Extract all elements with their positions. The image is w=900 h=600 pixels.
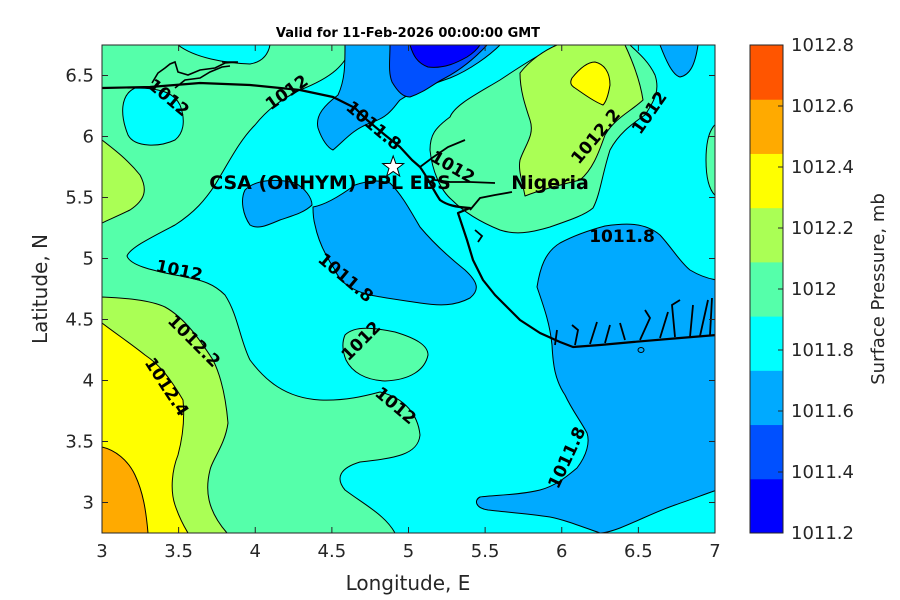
fill-1012-center	[342, 327, 429, 382]
colorbar-swatch	[750, 370, 783, 426]
x-tick-label: 5.5	[471, 541, 500, 562]
y-tick-label: 6	[83, 127, 94, 148]
site-star-marker	[381, 154, 406, 178]
fill-1011.2-north	[409, 45, 481, 68]
colorbar-tick-label: 1012.4	[791, 157, 854, 178]
colorbar-swatch	[750, 316, 783, 371]
y-tick-label: 4.5	[65, 310, 94, 331]
colorbar-swatch	[750, 45, 783, 100]
y-tick-label: 3	[83, 493, 94, 514]
fill-1012.2-northeast	[519, 45, 644, 197]
site-label: CSA (ONHYM) PPL EBS	[209, 172, 451, 194]
y-tick-label: 5	[83, 249, 94, 270]
colorbar-tick-label: 1011.4	[791, 462, 854, 483]
chart-title: Valid for 11-Feb-2026 00:00:00 GMT	[276, 26, 540, 41]
colorbar-tick-label: 1011.2	[791, 523, 854, 544]
country-label: Nigeria	[511, 172, 589, 194]
contour-label: 1011.8	[589, 227, 655, 247]
fill-1012.4-northeast	[570, 61, 611, 106]
y-tick-label: 5.5	[65, 188, 94, 209]
x-axis: 3 3.5 4 4.5 5 5.5 6 6.5 7	[96, 45, 721, 562]
river-delta	[419, 139, 713, 346]
x-tick-label: 7	[709, 541, 720, 562]
colorbar-tick-label: 1011.8	[791, 340, 854, 361]
fill-1012.6-southwest	[102, 446, 149, 533]
fill-1012.2-west	[102, 139, 145, 224]
plot-area: 1012 1012 1011.8 1012 1012.2 1012 1011.8…	[102, 45, 715, 533]
colorbar-swatch	[750, 424, 783, 480]
coastline	[102, 81, 715, 349]
x-tick-label: 3	[96, 541, 107, 562]
colorbar-tick-label: 1012.8	[791, 35, 854, 56]
colorbar-label: Surface Pressure, mb	[868, 193, 889, 385]
y-tick-label: 3.5	[65, 432, 94, 453]
island	[637, 347, 645, 353]
colorbar-swatch	[750, 99, 783, 154]
colorbar-tick-label: 1011.6	[791, 401, 854, 422]
colorbar-swatch	[750, 478, 783, 534]
colorbar-tick-label: 1012.2	[791, 218, 854, 239]
x-axis-label: Longitude, E	[346, 571, 471, 595]
y-tick-label: 4	[83, 371, 94, 392]
fill-1012-east-edge	[705, 124, 715, 196]
x-tick-label: 4.5	[318, 541, 347, 562]
x-tick-label: 5	[403, 541, 414, 562]
colorbar-swatch	[750, 207, 783, 263]
x-tick-label: 6.5	[624, 541, 653, 562]
fill-1011.6-west-blob	[242, 179, 313, 228]
x-tick-label: 3.5	[164, 541, 193, 562]
y-axis: 3 3.5 4 4.5 5 5.5 6 6.5	[65, 66, 715, 514]
fill-1011.6-southeast	[475, 223, 715, 533]
fill-1011.6-center	[312, 180, 477, 306]
fill-1011.6-northeast	[659, 45, 699, 78]
colorbar-swatch	[750, 261, 783, 317]
colorbar-tick-label: 1012.6	[791, 96, 854, 117]
colorbar: 1011.2 1011.4 1011.6 1011.8 1012 1012.2 1012.4…	[749, 35, 854, 544]
colorbar-swatch	[750, 153, 783, 209]
colorbar-tick-label: 1012	[791, 279, 837, 300]
y-axis-label: Latitude, N	[28, 234, 52, 344]
fill-1011.8-bubble-nw	[122, 87, 184, 146]
x-tick-label: 6	[556, 541, 567, 562]
y-tick-label: 6.5	[65, 66, 94, 87]
fill-1011.8-bubble-top	[177, 45, 271, 65]
river-northwest	[151, 60, 239, 89]
x-tick-label: 4	[250, 541, 261, 562]
